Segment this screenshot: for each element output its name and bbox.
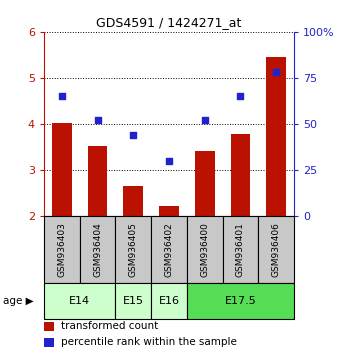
- Text: GSM936403: GSM936403: [57, 222, 66, 277]
- Text: percentile rank within the sample: percentile rank within the sample: [62, 337, 237, 347]
- Bar: [115, 283, 151, 319]
- Bar: [115, 216, 151, 283]
- Bar: [80, 216, 115, 283]
- Bar: [44, 322, 54, 331]
- Bar: [187, 216, 223, 283]
- Bar: [52, 123, 72, 216]
- Bar: [258, 216, 294, 283]
- Bar: [223, 216, 258, 283]
- Text: E14: E14: [69, 296, 90, 306]
- Point: [95, 118, 100, 123]
- Bar: [266, 57, 286, 216]
- Bar: [44, 283, 115, 319]
- Text: GSM936406: GSM936406: [272, 222, 281, 277]
- Point: [166, 158, 172, 164]
- Point: [59, 93, 65, 99]
- Text: GSM936401: GSM936401: [236, 222, 245, 277]
- Bar: [231, 135, 250, 216]
- Point: [273, 69, 279, 75]
- Bar: [44, 216, 80, 283]
- Bar: [88, 146, 107, 216]
- Title: GDS4591 / 1424271_at: GDS4591 / 1424271_at: [96, 16, 242, 29]
- Point: [238, 93, 243, 99]
- Text: E15: E15: [123, 296, 144, 306]
- Bar: [159, 206, 179, 216]
- Point: [202, 118, 208, 123]
- Bar: [187, 283, 294, 319]
- Bar: [151, 283, 187, 319]
- Bar: [44, 338, 54, 347]
- Bar: [151, 216, 187, 283]
- Text: GSM936404: GSM936404: [93, 222, 102, 277]
- Text: E16: E16: [159, 296, 179, 306]
- Text: GSM936405: GSM936405: [129, 222, 138, 277]
- Bar: [195, 150, 215, 216]
- Point: [130, 132, 136, 138]
- Text: GSM936402: GSM936402: [165, 222, 173, 277]
- Bar: [123, 186, 143, 216]
- Text: age ▶: age ▶: [3, 296, 34, 306]
- Text: GSM936400: GSM936400: [200, 222, 209, 277]
- Text: transformed count: transformed count: [62, 321, 159, 331]
- Text: E17.5: E17.5: [224, 296, 256, 306]
